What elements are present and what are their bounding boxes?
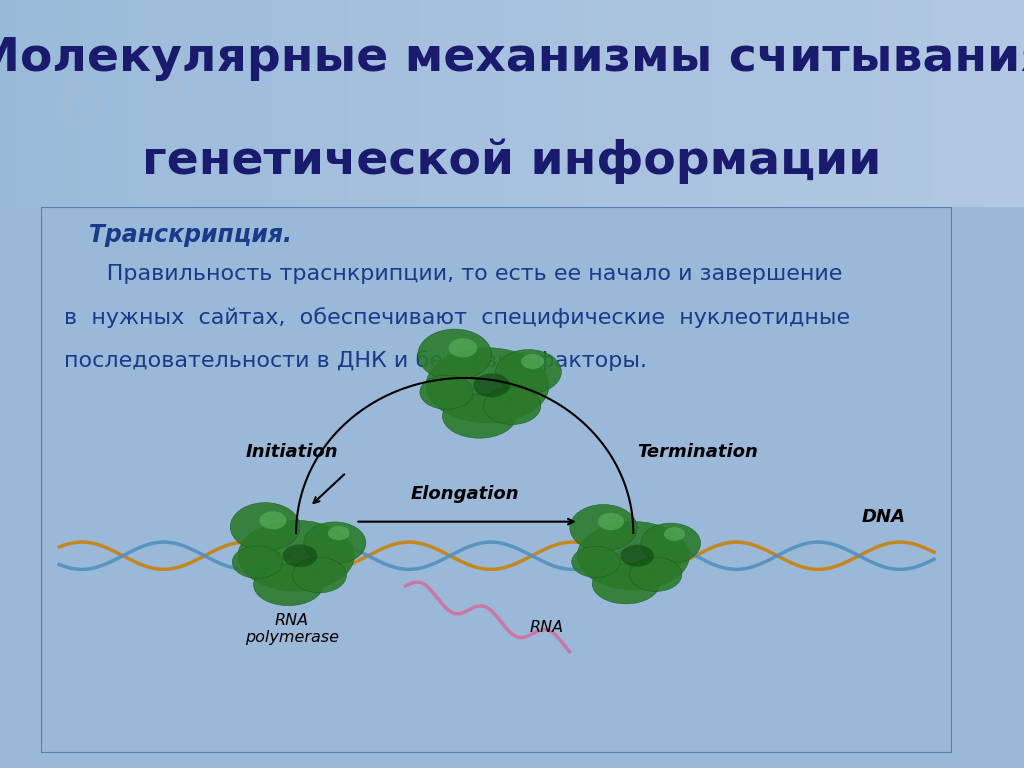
Ellipse shape <box>483 387 541 425</box>
Ellipse shape <box>449 338 477 357</box>
Text: 6: 6 <box>55 63 109 144</box>
Text: RNA: RNA <box>529 620 564 635</box>
Ellipse shape <box>283 545 317 567</box>
Ellipse shape <box>592 564 659 604</box>
Ellipse shape <box>521 354 544 369</box>
Text: Транскрипция.: Транскрипция. <box>63 223 292 247</box>
Text: генетической информации: генетической информации <box>142 139 882 184</box>
Ellipse shape <box>442 394 516 439</box>
Text: Elongation: Elongation <box>411 485 519 503</box>
Ellipse shape <box>304 522 366 564</box>
Ellipse shape <box>418 329 492 380</box>
Text: в  нужных  сайтах,  обеспечивают  специфические  нуклеотидные: в нужных сайтах, обеспечивают специфичес… <box>63 307 850 328</box>
Text: DNA: DNA <box>861 508 905 525</box>
Ellipse shape <box>232 546 283 578</box>
Ellipse shape <box>420 375 473 409</box>
Ellipse shape <box>426 348 549 423</box>
Text: RNA
polymerase: RNA polymerase <box>245 613 339 645</box>
Text: Initiation: Initiation <box>246 443 338 462</box>
Ellipse shape <box>473 373 510 397</box>
Ellipse shape <box>664 527 685 541</box>
Ellipse shape <box>571 546 621 578</box>
Ellipse shape <box>641 523 700 564</box>
Ellipse shape <box>230 502 300 551</box>
Ellipse shape <box>238 521 354 591</box>
Ellipse shape <box>569 505 637 551</box>
Ellipse shape <box>259 511 287 529</box>
Text: Termination: Termination <box>637 443 758 462</box>
Ellipse shape <box>598 513 624 530</box>
Ellipse shape <box>630 558 682 591</box>
Text: Молекулярные механизмы считывания: Молекулярные механизмы считывания <box>0 35 1024 81</box>
Ellipse shape <box>292 558 346 593</box>
Ellipse shape <box>578 521 689 590</box>
Ellipse shape <box>328 526 349 540</box>
Ellipse shape <box>621 545 654 567</box>
Text: последовательности в ДНК и белковые факторы.: последовательности в ДНК и белковые факт… <box>63 350 647 371</box>
Text: б: б <box>142 60 185 127</box>
Ellipse shape <box>496 349 561 394</box>
Text: Правильность траснкрипции, то есть ее начало и завершение: Правильность траснкрипции, то есть ее на… <box>63 264 842 284</box>
Ellipse shape <box>254 564 324 606</box>
